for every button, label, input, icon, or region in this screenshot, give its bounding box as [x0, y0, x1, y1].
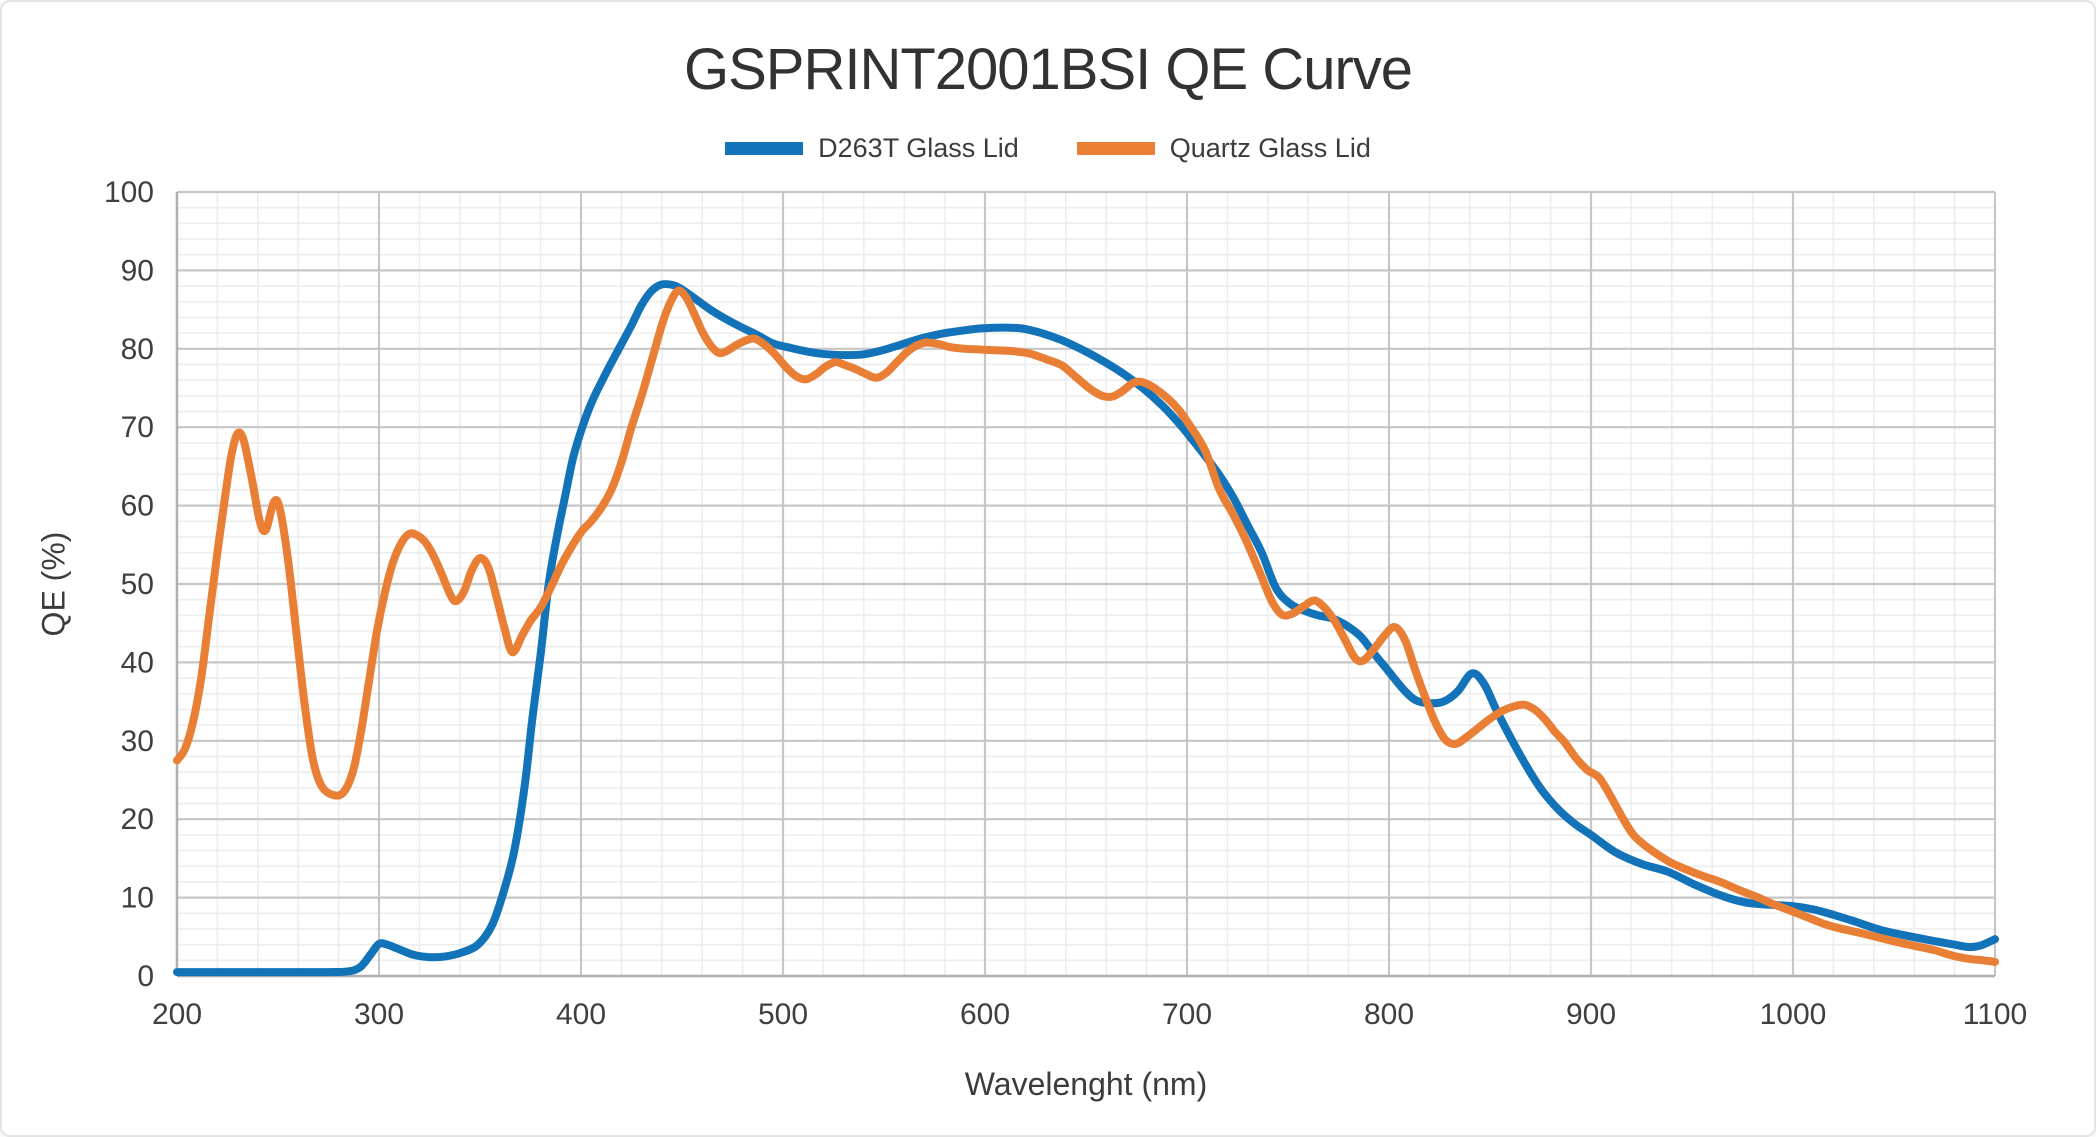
y-tick-label: 70: [121, 411, 154, 444]
chart-title: GSPRINT2001BSI QE Curve: [683, 37, 1413, 102]
x-tick-label: 1000: [1760, 998, 1827, 1031]
x-tick-label: 200: [152, 998, 202, 1031]
series-line-d263t: [173, 280, 1999, 977]
x-tick-label: 500: [758, 998, 808, 1031]
y-tick-label: 80: [121, 333, 154, 366]
y-tick-label: 100: [104, 176, 154, 209]
y-tick-label: 40: [121, 646, 154, 679]
y-axis-title: QE (%): [35, 531, 72, 637]
y-tick-label: 10: [121, 882, 154, 915]
legend: D263T Glass Lid Quartz Glass Lid: [2, 133, 2094, 164]
x-tick-label: 800: [1364, 998, 1414, 1031]
x-tick-label: 900: [1566, 998, 1616, 1031]
legend-label-quartz: Quartz Glass Lid: [1169, 133, 1371, 163]
legend-label-d263t: D263T Glass Lid: [818, 133, 1019, 163]
y-tick-label: 60: [121, 490, 154, 523]
x-tick-label: 400: [556, 998, 606, 1031]
y-tick-label: 90: [121, 254, 154, 287]
y-tick-label: 50: [121, 568, 154, 601]
x-tick-label: 600: [960, 998, 1010, 1031]
x-axis-title: Wavelenght (nm): [964, 1066, 1208, 1102]
x-tick-label: 700: [1162, 998, 1212, 1031]
x-tick-label: 1100: [1963, 998, 2028, 1031]
y-tick-label: 20: [121, 803, 154, 836]
y-tick-label: 30: [121, 725, 154, 758]
y-tick-label: 0: [137, 960, 154, 993]
series-line-quartz: [173, 286, 1999, 966]
legend-swatch-quartz: [1076, 142, 1155, 155]
legend-item-d263t: D263T Glass Lid: [725, 133, 1019, 164]
legend-item-quartz: Quartz Glass Lid: [1076, 133, 1371, 164]
x-tick-label: 300: [354, 998, 404, 1031]
legend-swatch-d263t: [725, 142, 804, 155]
